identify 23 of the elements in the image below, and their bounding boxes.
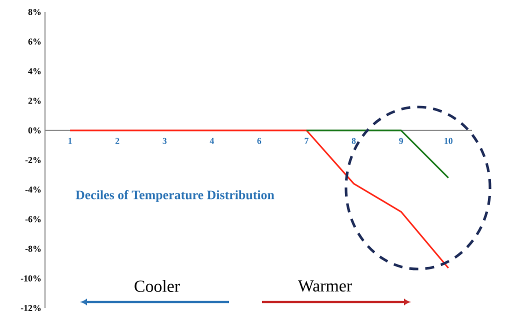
annotation: Warmer: [298, 280, 352, 292]
y-tick-label: -6%: [25, 216, 41, 222]
x-tick-label: 9: [399, 138, 403, 144]
y-tick-label: 6%: [28, 38, 41, 45]
y-tick-label: -12%: [20, 304, 41, 312]
x-tick-label: 10: [444, 138, 453, 144]
y-tick-label: 2%: [28, 98, 41, 104]
x-tick-label: 7: [304, 138, 309, 144]
x-tick-label: 4: [210, 138, 214, 144]
y-tick-label: -10%: [20, 275, 41, 282]
y-tick-label: -8%: [25, 246, 41, 252]
y-tick-label: 8%: [28, 8, 41, 16]
x-axis-title: Deciles of Temperature Distribution: [76, 190, 274, 202]
x-tick-label: 6: [257, 138, 262, 144]
x-tick-label: 2: [115, 138, 120, 144]
y-tick-label: 0%: [28, 127, 41, 134]
y-tick-label: 4%: [28, 68, 41, 74]
y-tick-label: -2%: [25, 156, 41, 164]
x-tick-label: 1: [68, 138, 72, 144]
x-tick-label: 3: [162, 138, 167, 144]
y-tick-label: -4%: [25, 186, 41, 193]
annotation: Cooler: [134, 280, 180, 292]
x-tick-label: 8: [352, 138, 356, 144]
